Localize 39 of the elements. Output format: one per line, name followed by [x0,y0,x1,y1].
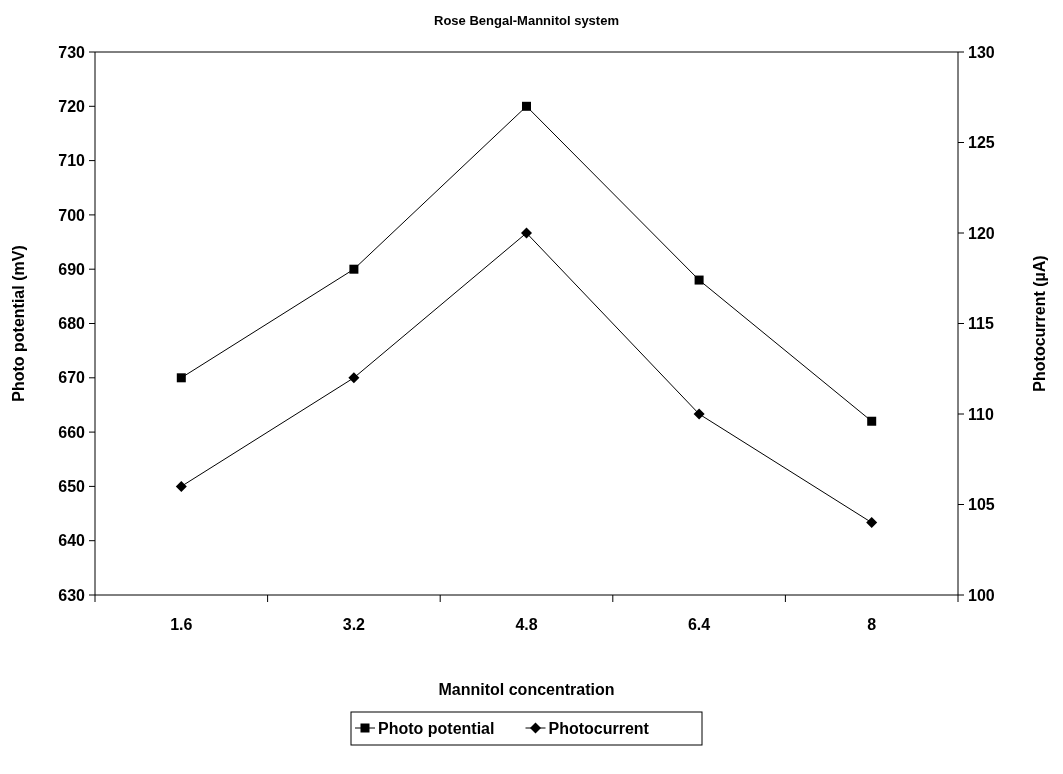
y-tick-label: 660 [58,423,86,441]
y-tick-label: 690 [58,260,86,278]
point [521,227,532,239]
point [693,408,705,420]
y-tick-label: 730 [58,43,86,61]
y2-tick-label: 130 [968,43,995,61]
y-tick-label: 630 [58,586,86,604]
y-tick-label: 700 [58,206,86,224]
y-tick-label: 670 [58,369,86,387]
point [348,372,360,384]
chart-title: Rose Bengal-Mannitol system [434,13,619,28]
y-tick-label: 640 [58,532,86,550]
point [866,517,878,529]
legend-label: Photocurrent [548,719,650,737]
y-tick-label: 650 [58,478,86,495]
point [522,101,531,111]
y2-tick-label: 125 [968,134,995,152]
point [867,416,877,426]
x-axis-title: Mannitol concentration [438,681,615,698]
y-axis-title: Photo potential (mV) [10,245,27,402]
x-tick-label: 8 [867,616,877,633]
x-tick-label: 1.6 [170,616,193,633]
point [175,480,187,492]
y-tick-label: 720 [58,97,86,115]
point [176,373,186,383]
x-tick-label: 4.8 [515,616,538,633]
x-tick-label: 6.4 [687,616,711,633]
y2-tick-label: 110 [968,405,994,423]
y-tick-label: 710 [58,152,86,170]
point [694,275,704,285]
y2-tick-label: 100 [968,586,995,604]
y2-tick-label: 115 [968,315,994,333]
legend-label: Photo potential [378,719,495,737]
point [349,264,359,274]
y2-tick-label: 105 [968,496,995,514]
x-tick-label: 3.2 [342,616,366,633]
y-tick-label: 680 [58,315,86,333]
y2-axis-title: Photocurrent (µA) [1031,255,1048,392]
y2-tick-label: 120 [968,224,995,242]
